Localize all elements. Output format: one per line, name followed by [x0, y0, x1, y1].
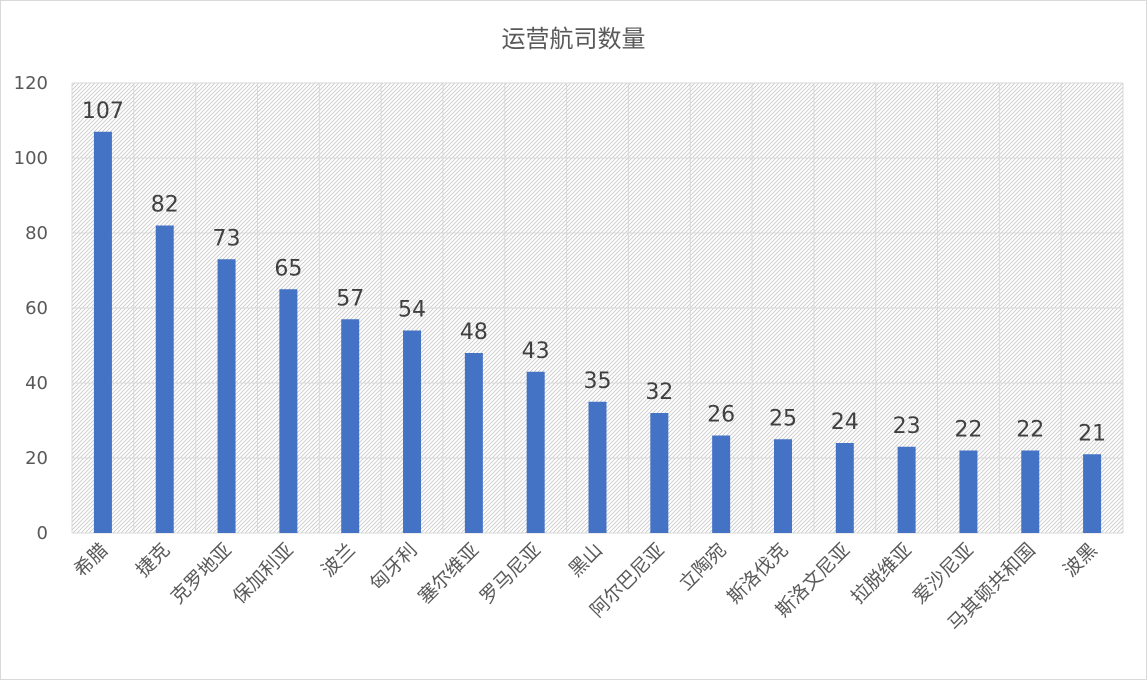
data-label: 73 [213, 226, 241, 251]
y-tick-label: 60 [25, 298, 48, 319]
bar-阿尔巴尼亚 [650, 413, 669, 533]
bar-克罗地亚 [217, 259, 236, 533]
bar-拉脱维亚 [897, 446, 916, 533]
chart-title: 运营航司数量 [501, 25, 646, 53]
y-tick-label: 100 [14, 148, 48, 169]
data-label: 24 [831, 410, 859, 435]
bar-塞尔维亚 [464, 353, 483, 533]
bar-立陶宛 [712, 435, 731, 533]
data-label: 107 [82, 99, 124, 124]
x-tick-label: 拉脱维亚 [847, 539, 916, 608]
data-label: 22 [954, 418, 982, 443]
bar-捷克 [155, 225, 174, 533]
y-tick-label: 0 [37, 523, 48, 544]
x-tick-label: 罗马尼亚 [476, 539, 545, 608]
data-label: 32 [645, 380, 673, 405]
bar-马其顿共和国 [1021, 450, 1040, 533]
data-label: 23 [893, 414, 921, 439]
data-label: 22 [1016, 418, 1044, 443]
bar-爱沙尼亚 [959, 450, 978, 533]
x-tick-label: 匈牙利 [366, 539, 422, 595]
data-label: 43 [522, 339, 550, 364]
data-label: 65 [274, 256, 302, 281]
data-label: 21 [1078, 421, 1106, 446]
bar-斯洛伐克 [773, 439, 792, 533]
bar-罗马尼亚 [526, 371, 545, 533]
data-label: 35 [584, 369, 612, 394]
data-label: 82 [151, 193, 179, 218]
data-label: 48 [460, 320, 488, 345]
x-tick-label: 立陶宛 [675, 539, 731, 595]
bar-匈牙利 [403, 330, 422, 533]
y-tick-label: 20 [25, 448, 48, 469]
x-tick-label: 克罗地亚 [167, 539, 236, 608]
data-label: 25 [769, 406, 797, 431]
y-tick-label: 80 [25, 223, 48, 244]
data-label: 57 [336, 286, 364, 311]
x-tick-label: 黑山 [565, 539, 607, 581]
x-tick-label: 塞尔维亚 [414, 539, 483, 608]
bar-波黑 [1083, 454, 1102, 533]
bar-保加利亚 [279, 289, 298, 533]
bar-斯洛文尼亚 [835, 443, 854, 533]
y-tick-label: 120 [14, 73, 48, 94]
x-tick-label: 波兰 [317, 539, 359, 581]
x-tick-label: 捷克 [132, 539, 174, 581]
bar-黑山 [588, 401, 607, 533]
bar-希腊 [93, 131, 112, 533]
x-tick-label: 波黑 [1059, 539, 1101, 581]
bar-波兰 [341, 319, 360, 533]
data-label: 26 [707, 403, 735, 428]
y-tick-label: 40 [25, 373, 48, 394]
data-label: 54 [398, 298, 426, 323]
x-tick-label: 保加利亚 [229, 539, 298, 608]
x-tick-label: 希腊 [70, 539, 112, 581]
